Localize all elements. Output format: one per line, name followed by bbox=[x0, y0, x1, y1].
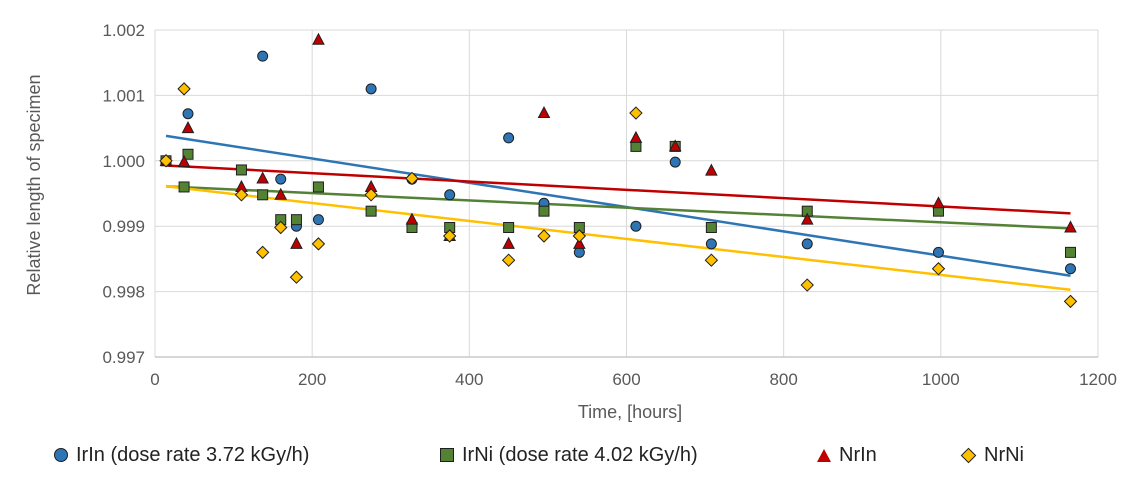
point-diamond bbox=[442, 229, 457, 243]
y-tick-label: 1.002 bbox=[102, 21, 145, 40]
trendline-series-0 bbox=[165, 134, 1071, 277]
point-square bbox=[705, 222, 717, 234]
scatter-chart: 0.997 0.998 0.999 1.000 1.001 1.002 0 200 400 600… bbox=[24, 21, 1117, 422]
point-circle bbox=[705, 238, 717, 250]
point-square bbox=[503, 222, 515, 234]
point-triangle bbox=[290, 236, 303, 249]
point-circle bbox=[801, 238, 813, 250]
point-diamond bbox=[255, 245, 270, 260]
y-tick-label: 0.997 bbox=[102, 348, 145, 367]
x-tick-label: 400 bbox=[455, 370, 483, 389]
legend-item-irin: IrIn (dose rate 3.72 kGy/h) bbox=[54, 444, 309, 467]
grid-lines bbox=[154, 29, 1099, 358]
point-square bbox=[538, 205, 550, 217]
point-circle bbox=[1064, 263, 1076, 275]
trendlines bbox=[165, 134, 1071, 292]
point-diamond bbox=[177, 82, 191, 96]
point-circle bbox=[312, 214, 324, 226]
point-diamond bbox=[234, 188, 249, 202]
point-triangle bbox=[537, 105, 551, 119]
point-triangle bbox=[573, 236, 586, 249]
point-circle bbox=[257, 50, 269, 62]
point-square bbox=[365, 205, 377, 217]
point-triangle bbox=[177, 155, 191, 168]
diamond-marker-icon bbox=[960, 447, 977, 463]
square-marker-icon bbox=[440, 448, 454, 462]
point-diamond bbox=[289, 270, 304, 284]
point-diamond bbox=[159, 154, 173, 168]
point-square bbox=[257, 189, 269, 201]
point-triangle bbox=[312, 32, 325, 45]
point-diamond bbox=[405, 171, 419, 186]
x-axis-title: Time, [hours] bbox=[578, 402, 682, 422]
y-tick-label: 1.001 bbox=[102, 86, 145, 105]
point-triangle bbox=[1064, 220, 1077, 233]
point-diamond bbox=[274, 220, 288, 235]
point-triangle bbox=[629, 130, 643, 143]
y-tick-label: 0.999 bbox=[102, 217, 145, 236]
point-circle bbox=[573, 246, 585, 258]
y-axis-title: Relative length of specimen bbox=[24, 74, 44, 295]
axes: 0.997 0.998 0.999 1.000 1.001 1.002 0 200 400 600… bbox=[102, 21, 1116, 389]
x-tick-label: 1000 bbox=[922, 370, 960, 389]
point-circle bbox=[365, 83, 377, 95]
point-circle bbox=[444, 189, 456, 201]
point-triangle bbox=[181, 121, 195, 134]
y-tick-label: 1.000 bbox=[102, 152, 145, 171]
point-diamond bbox=[704, 253, 719, 267]
point-triangle bbox=[705, 163, 718, 176]
trendline-series-2 bbox=[165, 164, 1071, 215]
point-square bbox=[312, 181, 324, 193]
legend-item-nrni: NrNi bbox=[960, 443, 1024, 467]
point-diamond bbox=[800, 278, 814, 292]
x-tick-label: 1200 bbox=[1079, 370, 1117, 389]
y-tick-label: 0.998 bbox=[102, 283, 145, 302]
point-circle bbox=[932, 246, 944, 258]
x-tick-label: 600 bbox=[612, 370, 640, 389]
legend-label-irni: IrNi (dose rate 4.02 kGy/h) bbox=[462, 443, 698, 466]
point-square bbox=[182, 148, 194, 160]
point-triangle bbox=[932, 196, 945, 209]
point-square bbox=[290, 214, 302, 226]
legend-item-irni: IrNi (dose rate 4.02 kGy/h) bbox=[440, 444, 698, 467]
point-triangle bbox=[405, 212, 419, 225]
point-diamond bbox=[537, 229, 551, 243]
point-circle bbox=[669, 156, 681, 168]
data-points bbox=[159, 32, 1078, 309]
legend-item-nrin: NrIn bbox=[817, 444, 877, 467]
point-circle bbox=[503, 132, 515, 144]
triangle-marker-icon bbox=[817, 448, 831, 462]
x-tick-label: 0 bbox=[150, 370, 159, 389]
point-diamond bbox=[1063, 294, 1078, 309]
point-triangle bbox=[668, 139, 682, 152]
point-circle bbox=[630, 220, 642, 232]
x-tick-label: 800 bbox=[769, 370, 797, 389]
point-circle bbox=[182, 108, 194, 120]
point-diamond bbox=[364, 188, 378, 202]
point-square bbox=[235, 164, 247, 176]
trendline-series-1 bbox=[165, 185, 1071, 230]
legend: IrIn (dose rate 3.72 kGy/h) IrNi (dose r… bbox=[0, 440, 1133, 470]
point-square bbox=[1064, 246, 1076, 258]
circle-marker-icon bbox=[54, 448, 68, 462]
point-diamond bbox=[311, 237, 326, 251]
point-diamond bbox=[931, 262, 946, 276]
point-diamond bbox=[572, 229, 587, 243]
point-triangle bbox=[274, 187, 288, 200]
point-square bbox=[630, 140, 642, 152]
x-tick-label: 200 bbox=[298, 370, 326, 389]
point-triangle bbox=[502, 236, 515, 249]
point-diamond bbox=[501, 253, 516, 267]
legend-label-nrni: NrNi bbox=[984, 443, 1024, 466]
point-diamond bbox=[629, 106, 643, 120]
point-square bbox=[178, 181, 190, 193]
point-triangle bbox=[800, 212, 814, 225]
legend-label-nrin: NrIn bbox=[839, 443, 877, 466]
legend-label-irin: IrIn (dose rate 3.72 kGy/h) bbox=[76, 443, 310, 466]
point-circle bbox=[275, 173, 287, 185]
point-triangle bbox=[256, 171, 269, 184]
trendline-series-3 bbox=[165, 185, 1071, 292]
